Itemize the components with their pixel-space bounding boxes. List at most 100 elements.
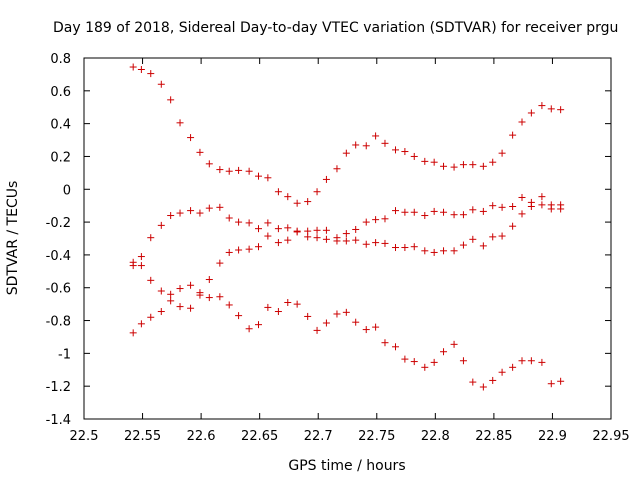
data-point [137, 253, 145, 261]
data-point [509, 203, 517, 211]
data-point [479, 207, 487, 215]
data-point [245, 245, 253, 253]
data-point [410, 208, 418, 216]
data-point [342, 149, 350, 157]
data-point [225, 301, 233, 309]
data-point [547, 205, 555, 213]
data-point [245, 325, 253, 333]
series-satellite-a [129, 63, 565, 207]
data-point [430, 207, 438, 215]
data-point [304, 312, 312, 320]
data-point [362, 326, 370, 334]
data-point [362, 218, 370, 226]
y-tick-label: 0.2 [50, 150, 71, 165]
data-point [157, 287, 165, 295]
data-point [264, 174, 272, 182]
x-tick-labels: 22.5 22.55 22.6 22.65 22.7 22.75 22.8 22.85 22.9… [70, 429, 630, 444]
data-point [235, 246, 243, 254]
y-tick-label: 0.8 [50, 52, 71, 67]
data-point [401, 208, 409, 216]
data-point [216, 259, 224, 267]
data-point [362, 240, 370, 248]
data-point [137, 65, 145, 73]
data-point [313, 326, 321, 334]
data-point [518, 193, 526, 201]
data-point [157, 308, 165, 316]
plot-frame [83, 57, 612, 420]
data-point [401, 244, 409, 252]
data-point [372, 323, 380, 331]
data-point [147, 234, 155, 242]
data-point [421, 212, 429, 220]
data-point [392, 146, 400, 154]
data-point [450, 163, 458, 171]
data-point [352, 318, 360, 326]
y-tick-label: -1.2 [46, 380, 71, 395]
data-point [225, 167, 233, 175]
data-point [518, 118, 526, 126]
data-point [284, 298, 292, 306]
data-point [440, 348, 448, 356]
data-point [313, 188, 321, 196]
data-point [381, 215, 389, 223]
data-point [196, 148, 204, 156]
y-axis-title: SDTVAR / TECUs [5, 181, 21, 296]
x-tick-label: 22.85 [475, 429, 512, 444]
data-point [557, 377, 565, 385]
data-point [509, 363, 517, 371]
data-point [430, 358, 438, 366]
data-point [509, 131, 517, 139]
data-point [479, 162, 487, 170]
data-point [322, 319, 330, 327]
data-points [129, 63, 565, 391]
data-point [469, 378, 477, 386]
data-point [205, 160, 213, 168]
data-point [157, 221, 165, 229]
y-tick-label: -1.4 [46, 413, 71, 428]
data-point [401, 355, 409, 363]
y-tick-label: -0.8 [46, 315, 71, 330]
series-satellite-d [129, 291, 565, 391]
data-point [254, 225, 262, 233]
data-point [176, 285, 184, 293]
data-point [527, 357, 535, 365]
data-point [235, 166, 243, 174]
data-point [342, 237, 350, 245]
data-point [509, 222, 517, 230]
data-point [527, 203, 535, 211]
data-point [264, 219, 272, 227]
data-point [333, 237, 341, 245]
data-point [167, 297, 175, 305]
data-point [547, 105, 555, 113]
x-tick-label: 22.9 [538, 429, 567, 444]
data-point [381, 339, 389, 347]
data-point [459, 357, 467, 365]
data-point [557, 106, 565, 114]
x-tick-label: 22.6 [187, 429, 216, 444]
data-point [167, 212, 175, 220]
x-tick-label: 22.5 [70, 429, 99, 444]
data-point [274, 188, 282, 196]
x-axis-title: GPS time / hours [288, 458, 405, 474]
data-point [235, 312, 243, 320]
data-point [235, 218, 243, 226]
data-point [489, 376, 497, 384]
data-point [293, 199, 301, 207]
data-point [392, 244, 400, 252]
data-point [479, 383, 487, 391]
data-point [518, 210, 526, 218]
series-satellite-b [129, 193, 565, 266]
data-point [304, 198, 312, 206]
data-point [264, 232, 272, 240]
data-point [440, 247, 448, 255]
y-tick-label: -1 [58, 347, 71, 362]
data-point [372, 216, 380, 224]
data-point [304, 233, 312, 241]
data-point [392, 343, 400, 351]
y-tick-label: -0.6 [46, 282, 71, 297]
x-tick-label: 22.7 [304, 429, 333, 444]
data-point [284, 236, 292, 244]
data-point [557, 205, 565, 213]
data-point [187, 281, 195, 289]
data-point [129, 63, 137, 71]
